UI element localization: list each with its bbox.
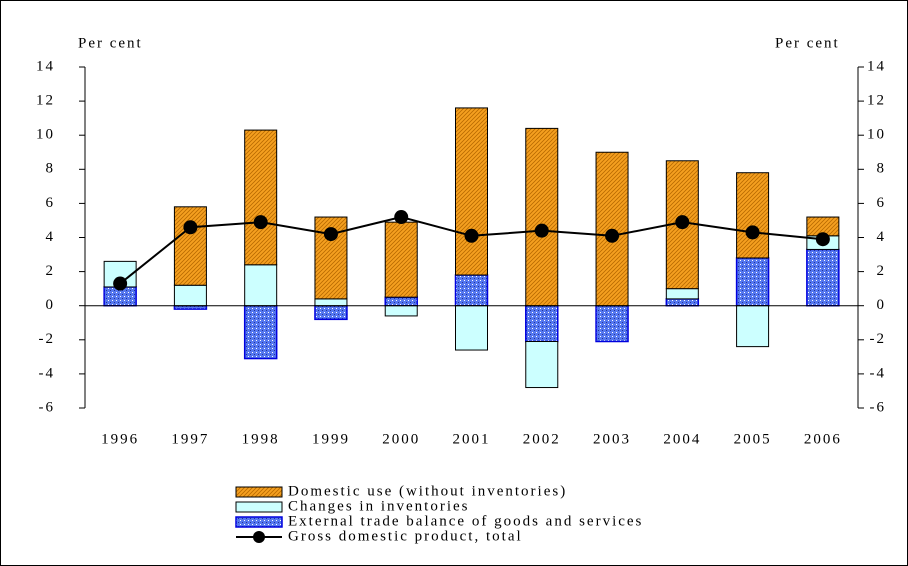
bar-segment — [736, 305, 770, 348]
line-marker — [253, 215, 268, 230]
y-tick-label: 10 — [36, 127, 55, 143]
bar-segment — [173, 206, 207, 286]
x-tick-label: 2002 — [523, 431, 561, 447]
x-tick-label: 2001 — [453, 431, 491, 447]
bar-segment — [525, 127, 559, 307]
y-tick-label: 14 — [36, 58, 55, 74]
line-marker — [534, 223, 549, 238]
line-marker — [464, 228, 479, 243]
y-tick-label: -2 — [39, 331, 56, 347]
bar-segment — [314, 298, 348, 307]
line-marker — [605, 228, 620, 243]
legend-swatch — [235, 516, 283, 528]
line-marker — [323, 227, 338, 242]
y-axis-label: Per cent — [78, 35, 143, 51]
bar-segment — [244, 264, 278, 307]
bar-segment — [173, 284, 207, 307]
y-tick-label: 0 — [46, 297, 56, 313]
y2-tick-label: 8 — [877, 161, 887, 177]
bar-segment — [525, 341, 559, 389]
legend-label: External trade balance of goods and serv… — [288, 513, 643, 529]
x-tick-label: 2005 — [734, 431, 772, 447]
bar-segment — [454, 274, 489, 307]
legend-swatch — [235, 501, 283, 513]
bar-segment — [595, 304, 629, 343]
y2-tick-label: 12 — [867, 93, 886, 109]
line-marker — [675, 215, 690, 230]
x-tick-label: 2000 — [382, 431, 420, 447]
line-marker — [394, 210, 409, 225]
y2-tick-label: 10 — [867, 127, 886, 143]
bar-segment — [384, 296, 418, 307]
y2-tick-label: -2 — [870, 331, 887, 347]
y-tick-label: -6 — [39, 399, 56, 415]
x-tick-label: 1998 — [242, 431, 280, 447]
legend-label: Domestic use (without inventories) — [288, 483, 567, 499]
x-tick-label: 1996 — [101, 431, 139, 447]
x-tick-label: 2003 — [593, 431, 631, 447]
legend-label: Changes in inventories — [288, 498, 469, 514]
bar-segment — [244, 129, 278, 266]
bar-segment — [665, 298, 700, 307]
bar-segment — [735, 257, 770, 307]
y-tick-label: 2 — [46, 263, 56, 279]
y-tick-label: 4 — [46, 229, 56, 245]
y2-tick-label: 0 — [877, 297, 887, 313]
y-tick-label: 12 — [36, 93, 55, 109]
bar-segment — [665, 288, 699, 300]
x-tick-label: 1997 — [171, 431, 209, 447]
legend-swatch — [235, 486, 283, 498]
bar-segment — [173, 304, 208, 310]
y2-tick-label: 2 — [877, 263, 887, 279]
x-tick-label: 2006 — [804, 431, 842, 447]
y-tick-label: 8 — [46, 161, 56, 177]
legend-label: Gross domestic product, total — [288, 528, 523, 544]
line-marker — [745, 225, 760, 240]
y2-tick-label: 14 — [867, 58, 886, 74]
bar-segment — [455, 107, 488, 276]
y2-axis-label: Per cent — [775, 35, 840, 51]
bar-segment — [455, 305, 488, 351]
y2-tick-label: -6 — [870, 399, 887, 415]
x-tick-label: 2004 — [663, 431, 701, 447]
legend-swatch — [253, 531, 265, 543]
y-tick-label: -4 — [39, 365, 56, 381]
bar-segment — [384, 221, 418, 298]
line-marker — [113, 276, 128, 291]
bar-segment — [384, 305, 418, 317]
y2-tick-label: 4 — [877, 229, 887, 245]
line-marker — [815, 232, 830, 247]
bar-segment — [243, 304, 278, 360]
bar-segment — [736, 172, 770, 259]
y2-tick-label: -4 — [870, 365, 887, 381]
y-tick-label: 6 — [46, 195, 56, 211]
bar-segment — [314, 304, 348, 321]
y2-tick-label: 6 — [877, 195, 887, 211]
line-marker — [183, 220, 198, 235]
bar-segment — [806, 248, 840, 307]
bar-segment — [525, 304, 559, 343]
x-tick-label: 1999 — [312, 431, 350, 447]
